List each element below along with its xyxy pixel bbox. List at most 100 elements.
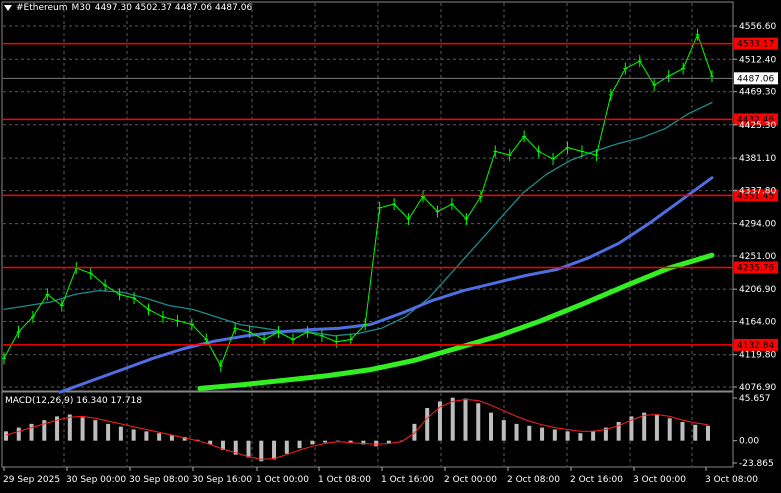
macd-frame bbox=[1, 391, 734, 468]
macd-histogram-bar bbox=[29, 423, 34, 441]
current-price-label: 4487.06 bbox=[737, 74, 774, 84]
chart-header: #Ethereum M30 4497.30 4502.37 4487.06 448… bbox=[4, 3, 252, 13]
macd-histogram-bar bbox=[706, 425, 710, 441]
current-price-tag bbox=[734, 72, 778, 85]
macd-histogram-bar bbox=[540, 427, 545, 441]
macd-histogram-bar bbox=[259, 440, 264, 462]
macd-signal-line bbox=[5, 398, 709, 460]
ohlc-values: 4497.30 4502.37 4487.06 4487.06 bbox=[94, 3, 253, 13]
time-tick-label: 3 Oct 00:00 bbox=[633, 475, 686, 485]
macd-axis: 45.657 0.00 -23.865 bbox=[733, 394, 774, 469]
symbol-label: #Ethereum bbox=[16, 3, 68, 13]
price-tick-label: 4469.30 bbox=[739, 88, 776, 98]
macd-histogram-bar bbox=[272, 440, 277, 460]
level-price-label: 4235.76 bbox=[737, 263, 774, 273]
macd-histogram-bar bbox=[297, 440, 302, 449]
macd-histogram-bar bbox=[93, 420, 98, 441]
macd-histogram-bar bbox=[514, 423, 519, 441]
macd-histogram-bar bbox=[144, 431, 149, 441]
price-tick-label: 4076.90 bbox=[739, 383, 776, 393]
macd-histogram-bar bbox=[233, 440, 238, 455]
price-tick-label: 4381.10 bbox=[739, 154, 776, 164]
macd-histogram-bar bbox=[527, 425, 532, 441]
macd-histogram-bar bbox=[310, 440, 315, 445]
time-tick-label: 30 Sep 08:00 bbox=[129, 475, 189, 485]
macd-histogram-bar bbox=[157, 433, 162, 441]
level-price-label: 4132.84 bbox=[737, 341, 774, 351]
moving-averages bbox=[3, 101, 715, 394]
macd-histogram-bar bbox=[425, 407, 430, 441]
macd-histogram-bar bbox=[552, 429, 557, 441]
macd-histogram-bar bbox=[680, 421, 685, 441]
price-tick-label: 4119.80 bbox=[739, 351, 776, 361]
macd-histogram-bar bbox=[476, 403, 481, 441]
macd-histogram-bar bbox=[348, 440, 353, 443]
time-tick-label: 30 Sep 00:00 bbox=[66, 475, 126, 485]
macd-histogram-bar bbox=[654, 414, 659, 441]
macd-histogram-bar bbox=[80, 417, 85, 441]
macd-histogram-bar bbox=[361, 440, 366, 445]
price-series bbox=[2, 28, 714, 372]
macd-histogram-bar bbox=[629, 416, 634, 441]
macd-histogram-bar bbox=[463, 398, 468, 441]
macd-histogram-bar bbox=[42, 420, 47, 441]
macd-histogram-bar bbox=[208, 440, 213, 445]
time-tick-label: 1 Oct 00:00 bbox=[256, 475, 309, 485]
current-price-marker: 4487.06 bbox=[3, 72, 778, 85]
time-tick-label: 2 Oct 16:00 bbox=[570, 475, 623, 485]
price-tick-label: 4251.00 bbox=[739, 252, 776, 262]
macd-histogram-bar bbox=[55, 416, 60, 441]
macd-histogram-bar bbox=[284, 440, 289, 454]
macd-histogram-bar bbox=[386, 440, 391, 444]
macd-histogram bbox=[4, 397, 710, 462]
price-axis: 4556.60 4512.40 4469.30 4425.30 4381.10 4337.… bbox=[733, 22, 776, 393]
macd-tick-label: -23.865 bbox=[739, 459, 774, 469]
macd-histogram-bar bbox=[16, 427, 21, 441]
level-price-label: 4331.45 bbox=[737, 191, 774, 201]
macd-histogram-bar bbox=[693, 424, 698, 441]
ma-slow-line bbox=[197, 252, 715, 391]
price-tick-label: 4556.60 bbox=[739, 22, 776, 32]
level-price-label: 4533.17 bbox=[737, 40, 774, 50]
price-tick-label: 4206.90 bbox=[739, 285, 776, 295]
macd-histogram-bar bbox=[399, 440, 404, 442]
level-price-label: 4432.46 bbox=[737, 115, 774, 125]
macd-histogram-bar bbox=[182, 436, 187, 441]
price-tick-label: 4425.30 bbox=[739, 121, 776, 131]
main-chart-frame bbox=[1, 1, 734, 392]
level-price-tag bbox=[734, 261, 778, 274]
time-tick-label: 2 Oct 00:00 bbox=[444, 475, 497, 485]
time-tick-label: 1 Oct 08:00 bbox=[318, 475, 371, 485]
timeframe-label: M30 bbox=[71, 3, 91, 13]
time-axis: 29 Sep 2025 30 Sep 00:00 30 Sep 08:00 30 Se… bbox=[3, 467, 758, 485]
grid bbox=[3, 3, 732, 466]
macd-histogram-bar bbox=[4, 431, 8, 441]
macd-histogram-bar bbox=[118, 426, 123, 441]
macd-histogram-bar bbox=[642, 412, 647, 441]
macd-histogram-bar bbox=[667, 418, 672, 441]
macd-histogram-bar bbox=[169, 435, 174, 441]
macd-histogram-bar bbox=[565, 431, 570, 441]
macd-tick-label: 45.657 bbox=[739, 394, 771, 404]
macd-histogram-bar bbox=[489, 412, 494, 441]
macd-histogram-bar bbox=[246, 440, 251, 458]
macd-histogram-bar bbox=[578, 433, 583, 441]
macd-histogram-bar bbox=[412, 423, 417, 441]
macd-histogram-bar bbox=[450, 397, 455, 441]
horizontal-levels[interactable]: 4533.17 4432.46 4331.45 4235.76 4132.84 bbox=[3, 37, 778, 351]
macd-signal-path bbox=[5, 398, 709, 460]
price-tick-label: 4512.40 bbox=[739, 55, 776, 65]
macd-label: MACD(12,26,9) 16.340 17.718 bbox=[5, 396, 143, 406]
chevron-down-icon[interactable] bbox=[4, 5, 12, 11]
macd-histogram-bar bbox=[220, 440, 225, 451]
macd-histogram-bar bbox=[501, 420, 506, 441]
macd-histogram-bar bbox=[591, 431, 596, 441]
price-tick-label: 4294.00 bbox=[739, 220, 776, 230]
ma-fast-line bbox=[3, 101, 713, 337]
macd-histogram-bar bbox=[106, 423, 111, 441]
time-tick-label: 29 Sep 2025 bbox=[3, 475, 60, 485]
macd-histogram-bar bbox=[437, 401, 442, 441]
ma-mid-line bbox=[58, 176, 714, 394]
